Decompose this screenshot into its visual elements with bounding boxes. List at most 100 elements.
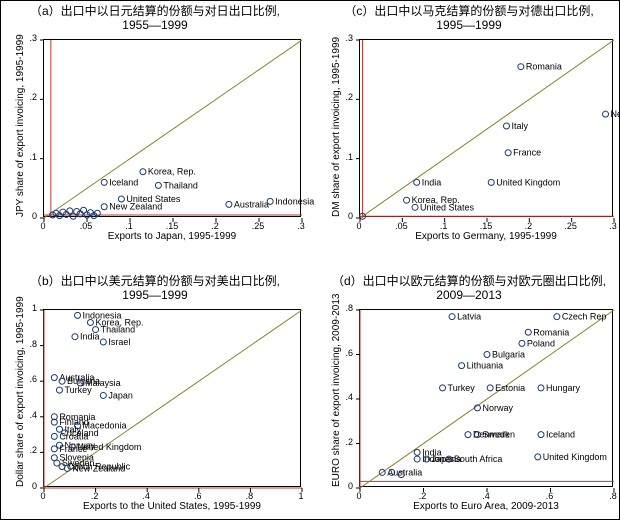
xtick-label: .3 [603, 221, 620, 231]
ytick-label: .3 [345, 33, 353, 43]
data-point: Poland [519, 338, 555, 348]
data-point: New Zealand [101, 202, 162, 212]
xtick-label: .8 [603, 491, 620, 501]
panel-b: （b）出口中以美元结算的份额与对美出口比例, 1995—1999Indonesi… [5, 275, 305, 515]
xtick-label: 0 [33, 221, 53, 231]
ytick-label: .1 [345, 152, 353, 162]
point-label: United Kingdom [77, 442, 141, 452]
ytick-label: .1 [29, 152, 37, 162]
point-label: Italy [511, 121, 528, 131]
point-label: United States [420, 202, 475, 212]
ytick-label: 0 [348, 481, 353, 491]
xtick-label: .2 [413, 491, 433, 501]
ytick-label: .8 [345, 303, 353, 313]
data-point: Romania [525, 327, 569, 337]
ytick-label: 1 [32, 303, 37, 313]
panel-a-title: （a）出口中以日元结算的份额与对日出口比例, 1955—1999 [5, 5, 305, 35]
ytick-label: 0 [32, 211, 37, 221]
point-label: Australia [234, 199, 269, 209]
xtick-label: .3 [291, 221, 311, 231]
data-point: Turkey [56, 385, 92, 395]
ytick-label: .4 [29, 410, 37, 420]
ytick-label: 0 [348, 211, 353, 221]
xtick-label: .05 [391, 221, 411, 231]
point-label: France [513, 148, 541, 158]
data-point: Hungary [538, 383, 581, 393]
xlabel-c: Exports to Germany, 1995-1999 [359, 231, 613, 242]
point-label: United Kingdom [543, 452, 607, 462]
xlabel-b: Exports to the United States, 1995-1999 [43, 501, 301, 512]
data-point: Korea, Rep. [140, 167, 196, 177]
panel-d: （d）出口中以欧元结算的份额与对欧元圈出口比例, 2009—2013 Latvia… [321, 275, 617, 515]
plot-area-d: LatviaCzech RepRomaniaPolandBulgariaLith… [359, 309, 613, 487]
xtick-label: .15 [162, 221, 182, 231]
point-label: Poland [527, 338, 555, 348]
data-point: Thailand [155, 180, 198, 190]
point-label: Japan [432, 454, 457, 464]
ytick-label: 0 [32, 481, 37, 491]
point-label: Norway [482, 403, 513, 413]
data-point: Netherl [603, 109, 620, 119]
data-point: United States [412, 202, 475, 212]
data-point: Bulgaria [484, 350, 525, 360]
data-point: Lithuania [459, 361, 504, 371]
point-label: Romania [526, 62, 562, 72]
xtick-label: .25 [561, 221, 581, 231]
data-point: New Zealand [64, 463, 125, 473]
panel-c: （c）出口中以马克结算的份额与对德出口比例, 1995—1999 Romania I… [321, 5, 617, 245]
panel-d-title: （d）出口中以欧元结算的份额与对欧元圈出口比例, 2009—2013 [321, 275, 617, 305]
data-point: Estonia [487, 383, 525, 393]
point-label: Thailand [101, 325, 136, 335]
data-point [67, 208, 73, 214]
point-label: Bulgaria [492, 350, 525, 360]
xtick-label: 0 [349, 491, 369, 501]
ylabel-c: DM share of export invoicing, 1995-1999 [331, 39, 342, 217]
point-label: Netherl [611, 109, 620, 119]
point-label: Indonesia [275, 196, 314, 206]
point-label: Latvia [457, 312, 481, 322]
panel-c-title: （c）出口中以马克结算的份额与对德出口比例, 1995—1999 [321, 5, 617, 35]
point-label: Iceland [109, 177, 138, 187]
xtick-label: .2 [205, 221, 225, 231]
xtick-label: .05 [76, 221, 96, 231]
ytick-label: .2 [345, 92, 353, 102]
plot-area-c: RomaniaItalyNetherlFranceIndiaUnited Kin… [359, 39, 613, 217]
data-point: Latvia [449, 312, 481, 322]
data-point: United Kingdom [488, 177, 560, 187]
data-point: India [414, 177, 442, 187]
ylabel-b: Dollar share of export invoicing, 1995-1… [15, 309, 26, 487]
ytick-label: .6 [29, 374, 37, 384]
ytick-label: .4 [345, 392, 353, 402]
ytick-label: .3 [29, 33, 37, 43]
ylabel-d: EURO share of export invoicing, 2009-201… [331, 309, 342, 487]
point-label: India [422, 177, 442, 187]
point-label: Romania [533, 327, 569, 337]
xlabel-d: Exports to Euro Area, 2009-2013 [359, 501, 613, 512]
point-label: Turkey [448, 383, 476, 393]
panel-a: （a）出口中以日元结算的份额与对日出口比例, 1955—1999 Korea, R… [5, 5, 305, 245]
data-point: Turkey [440, 383, 476, 393]
data-point: Australia [379, 467, 422, 477]
ylabel-a: JPY share of export invoicing, 1995-1999 [15, 39, 26, 217]
xtick-label: 0 [33, 491, 53, 501]
point-label: United Kingdom [496, 177, 560, 187]
data-point: United Kingdom [535, 452, 607, 462]
point-label: Hungary [546, 383, 581, 393]
point-label: Iceland [546, 430, 575, 440]
xtick-label: .1 [434, 221, 454, 231]
xlabel-a: Exports to Japan, 1995-1999 [43, 231, 301, 242]
data-point: Japan [100, 390, 133, 400]
xtick-label: 0 [349, 221, 369, 231]
plot-area-a: Korea, Rep.IcelandThailandUnited StatesN… [43, 39, 301, 217]
point-label: Sweden [482, 430, 515, 440]
ytick-label: .2 [345, 437, 353, 447]
xtick-label: .2 [85, 491, 105, 501]
point-label: India [80, 332, 100, 342]
xtick-label: .25 [248, 221, 268, 231]
point-label: Estonia [495, 383, 525, 393]
point-label: Korea, Rep. [148, 167, 196, 177]
xtick-label: .6 [540, 491, 560, 501]
point-label: Lithuania [467, 361, 504, 371]
point-label: Japan [108, 390, 133, 400]
point-label: New Zealand [72, 463, 125, 473]
